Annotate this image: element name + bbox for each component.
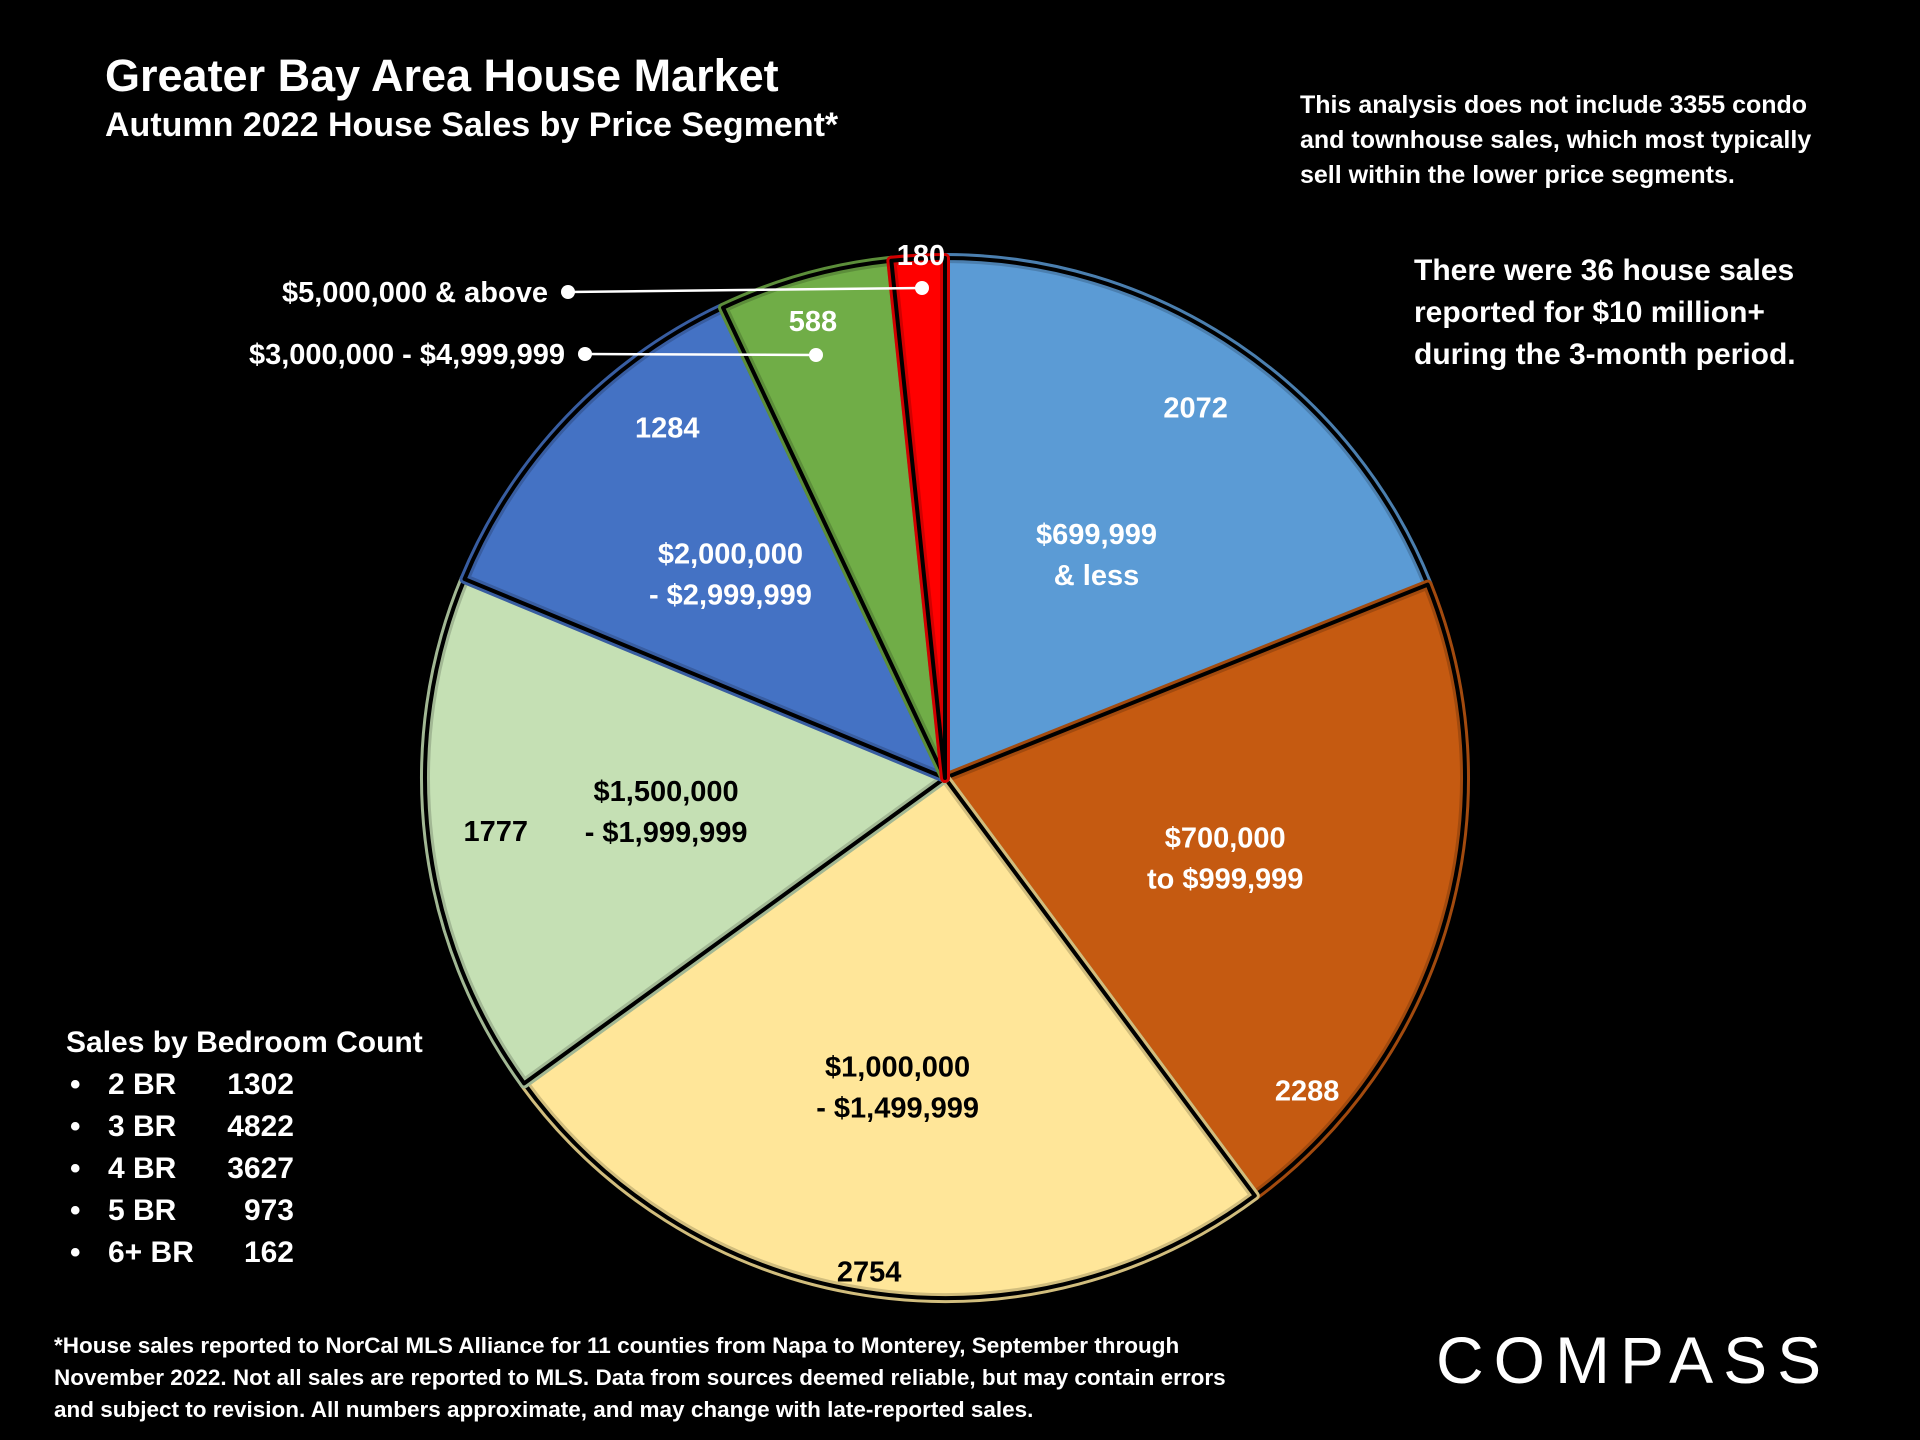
bedroom-label: 3 BR — [108, 1110, 177, 1143]
bedroom-row: • 4 BR 3627 — [66, 1148, 423, 1190]
callout-leader-line — [584, 352, 817, 357]
bullet: • — [70, 1152, 81, 1185]
bullet: • — [70, 1110, 81, 1143]
bedroom-row: • 6+ BR 162 — [66, 1232, 423, 1274]
bedroom-count: 4822 — [227, 1110, 294, 1143]
bullet: • — [70, 1194, 81, 1227]
slice-value-label: 1284 — [635, 412, 700, 444]
footnote: *House sales reported to NorCal MLS Alli… — [54, 1333, 1226, 1422]
chart-subtitle: Autumn 2022 House Sales by Price Segment… — [105, 106, 839, 144]
pie-slice-border — [423, 577, 947, 1086]
bedroom-row: • 5 BR 973 — [66, 1190, 423, 1232]
slice-callout-label: $3,000,000 - $4,999,999 — [249, 339, 565, 371]
bedroom-row: • 2 BR 1302 — [66, 1064, 423, 1106]
callout-leader-line — [567, 286, 923, 294]
pie-slice-border — [943, 256, 1430, 780]
slice-category-label: $2,000,000- $2,999,999 — [649, 539, 812, 612]
ten-million-note-line: reported for $10 million+ — [1414, 296, 1765, 329]
pie-slice-border — [889, 256, 947, 780]
callout-dot — [561, 285, 575, 299]
bedroom-count-list: Sales by Bedroom Count • 2 BR 1302 • 3 B… — [66, 1026, 423, 1274]
slice-category-label: $1,000,000- $1,499,999 — [816, 1051, 979, 1124]
bedroom-row: • 3 BR 4822 — [66, 1106, 423, 1148]
slice-category-label: $699,999 & less — [1036, 519, 1157, 592]
slice-value-label: 2288 — [1275, 1076, 1340, 1108]
callout-dot — [809, 348, 823, 362]
callout-dot — [915, 281, 929, 295]
bedroom-count: 3627 — [227, 1152, 294, 1185]
condo-exclusion-note: This analysis does not include 3355 cond… — [1300, 91, 1812, 189]
slice-value-label: 2072 — [1163, 393, 1228, 425]
bedroom-count: 1302 — [227, 1068, 294, 1101]
slice-value-label: 2754 — [837, 1256, 902, 1288]
ten-million-sales-note: There were 36 house sales reported for $… — [1414, 250, 1816, 376]
pie-labels: $699,999 & less 2072 $700,000 to $999,999 228… — [249, 240, 1339, 1288]
ten-million-note-line: during the 3-month period. — [1414, 338, 1796, 371]
chart-title: Greater Bay Area House Market — [105, 50, 779, 101]
bedroom-count-heading: Sales by Bedroom Count — [66, 1026, 423, 1059]
ten-million-note-line: There were 36 house sales — [1414, 254, 1795, 287]
bedroom-count: 973 — [243, 1194, 294, 1227]
bullet: • — [70, 1068, 81, 1101]
pie-slice-border — [462, 305, 947, 780]
slice-category-label: $700,000 to $999,999 — [1147, 822, 1303, 895]
slice-value-label: 1777 — [463, 816, 528, 848]
pie-slice-border — [721, 258, 947, 780]
bedroom-label: 5 BR — [108, 1194, 177, 1227]
slice-value-label: 588 — [789, 306, 837, 338]
compass-logo: COMPASS — [1436, 1323, 1832, 1397]
bedroom-label: 2 BR — [108, 1068, 177, 1101]
bedroom-count: 162 — [243, 1236, 294, 1269]
pie-slice-border — [522, 776, 1257, 1300]
slice-callout-label: $5,000,000 & above — [282, 277, 548, 309]
pie-slices — [420, 253, 1470, 1303]
slice-value-label: 180 — [897, 240, 945, 272]
callout-dot — [578, 347, 592, 361]
bedroom-label: 6+ BR — [108, 1236, 194, 1269]
bedroom-label: 4 BR — [108, 1152, 177, 1185]
pie-slice-border — [943, 582, 1467, 1198]
bullet: • — [70, 1236, 81, 1269]
slice-category-label: $1,500,000- $1,999,999 — [585, 776, 748, 849]
